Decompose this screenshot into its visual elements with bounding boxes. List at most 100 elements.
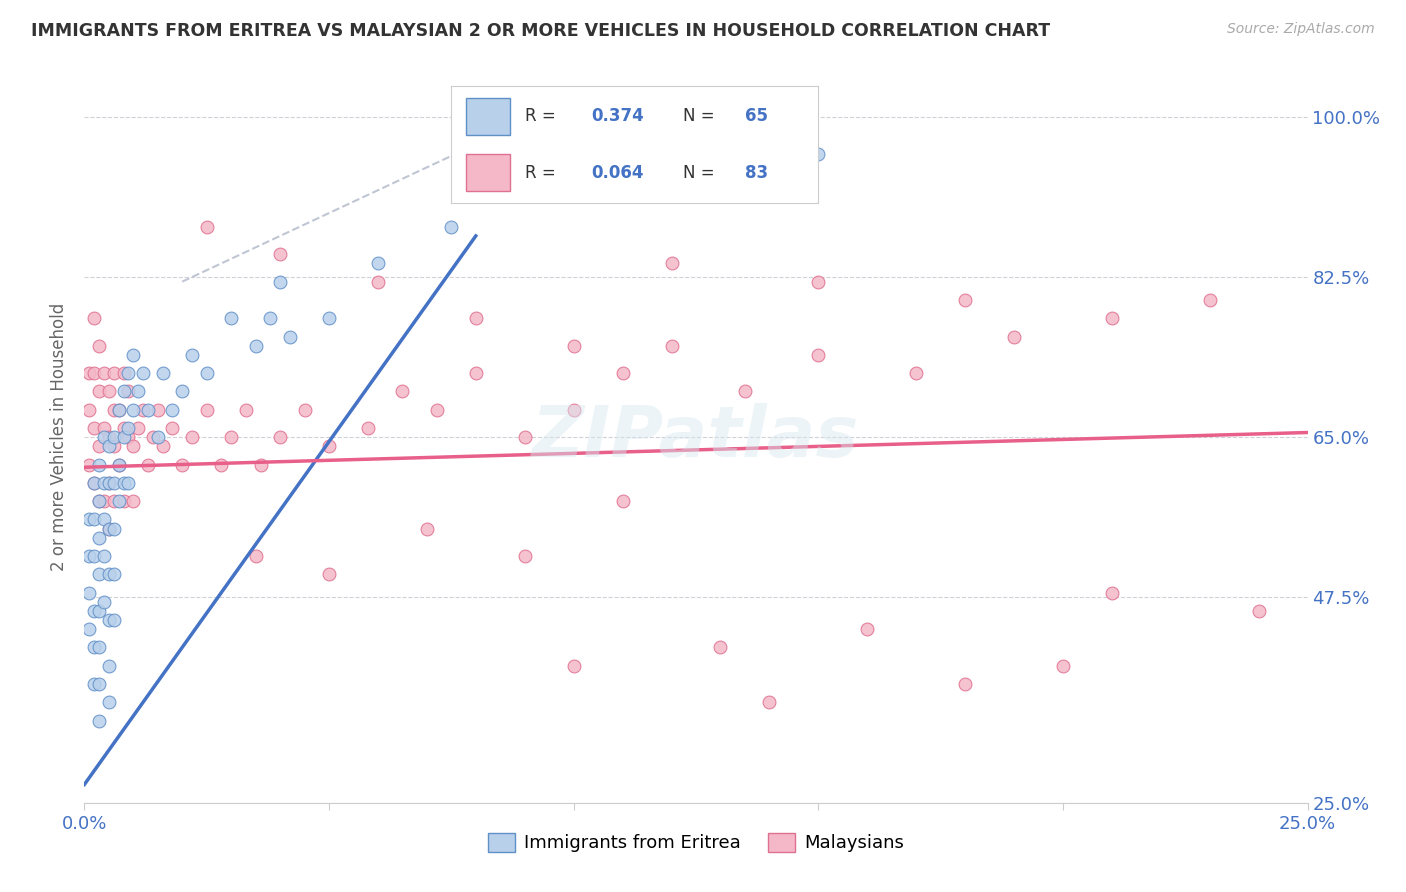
Point [97,475,120,490]
Point [259,311,281,326]
Point [122,494,145,508]
Point [87,494,110,508]
Point [77,366,100,380]
Point [127,384,149,399]
Point [249,458,271,472]
Point [318,567,340,582]
Point [93,494,115,508]
Point [562,658,585,673]
Legend: Immigrants from Eritrea, Malaysians: Immigrants from Eritrea, Malaysians [481,826,911,860]
Point [318,311,340,326]
Point [112,421,135,435]
Point [107,402,129,417]
Point [77,622,100,636]
Point [83,475,105,490]
Point [172,384,194,399]
Point [77,549,100,563]
Point [146,430,169,444]
Point [1247,604,1270,618]
Point [97,439,120,453]
Point [93,366,115,380]
Point [87,677,110,691]
Point [97,430,120,444]
Point [93,595,115,609]
Point [318,439,340,453]
Point [117,421,139,435]
Point [87,439,110,453]
Point [162,402,184,417]
Point [103,402,125,417]
Point [132,366,155,380]
Point [734,384,756,399]
Point [464,311,486,326]
Point [905,366,928,380]
Point [953,677,976,691]
Point [562,402,585,417]
Point [391,384,413,399]
Point [152,366,174,380]
Point [195,219,218,234]
Point [83,421,105,435]
Point [245,339,267,353]
Point [1198,293,1220,307]
Point [83,366,105,380]
Point [83,549,105,563]
Point [235,402,257,417]
Point [112,494,135,508]
Point [117,366,139,380]
Point [87,604,110,618]
Point [83,640,105,655]
Point [103,613,125,627]
Point [103,366,125,380]
Point [77,512,100,526]
Point [142,430,165,444]
Point [661,183,683,197]
Text: ZIPatlas: ZIPatlas [533,402,859,472]
Point [97,521,120,535]
Point [269,247,291,261]
Point [661,339,683,353]
Point [112,366,135,380]
Point [195,366,218,380]
Point [107,494,129,508]
Point [426,402,449,417]
Point [103,494,125,508]
Point [440,219,463,234]
Point [103,567,125,582]
Point [112,430,135,444]
Point [1052,658,1074,673]
Y-axis label: 2 or more Vehicles in Household: 2 or more Vehicles in Household [51,303,69,571]
Point [83,512,105,526]
Point [87,384,110,399]
Point [416,521,439,535]
Point [117,384,139,399]
Point [1101,311,1123,326]
Point [87,640,110,655]
Point [219,311,242,326]
Point [209,458,232,472]
Point [136,458,159,472]
Point [807,146,830,161]
Point [87,494,110,508]
Point [87,531,110,545]
Point [127,421,149,435]
Point [612,366,634,380]
Point [97,475,120,490]
Point [103,439,125,453]
Point [612,494,634,508]
Point [219,430,242,444]
Point [93,430,115,444]
Point [93,475,115,490]
Point [107,402,129,417]
Point [146,402,169,417]
Point [112,475,135,490]
Point [269,275,291,289]
Point [97,567,120,582]
Point [77,585,100,599]
Point [87,458,110,472]
Point [97,613,120,627]
Point [77,402,100,417]
Point [245,549,267,563]
Point [107,458,129,472]
Point [122,439,145,453]
